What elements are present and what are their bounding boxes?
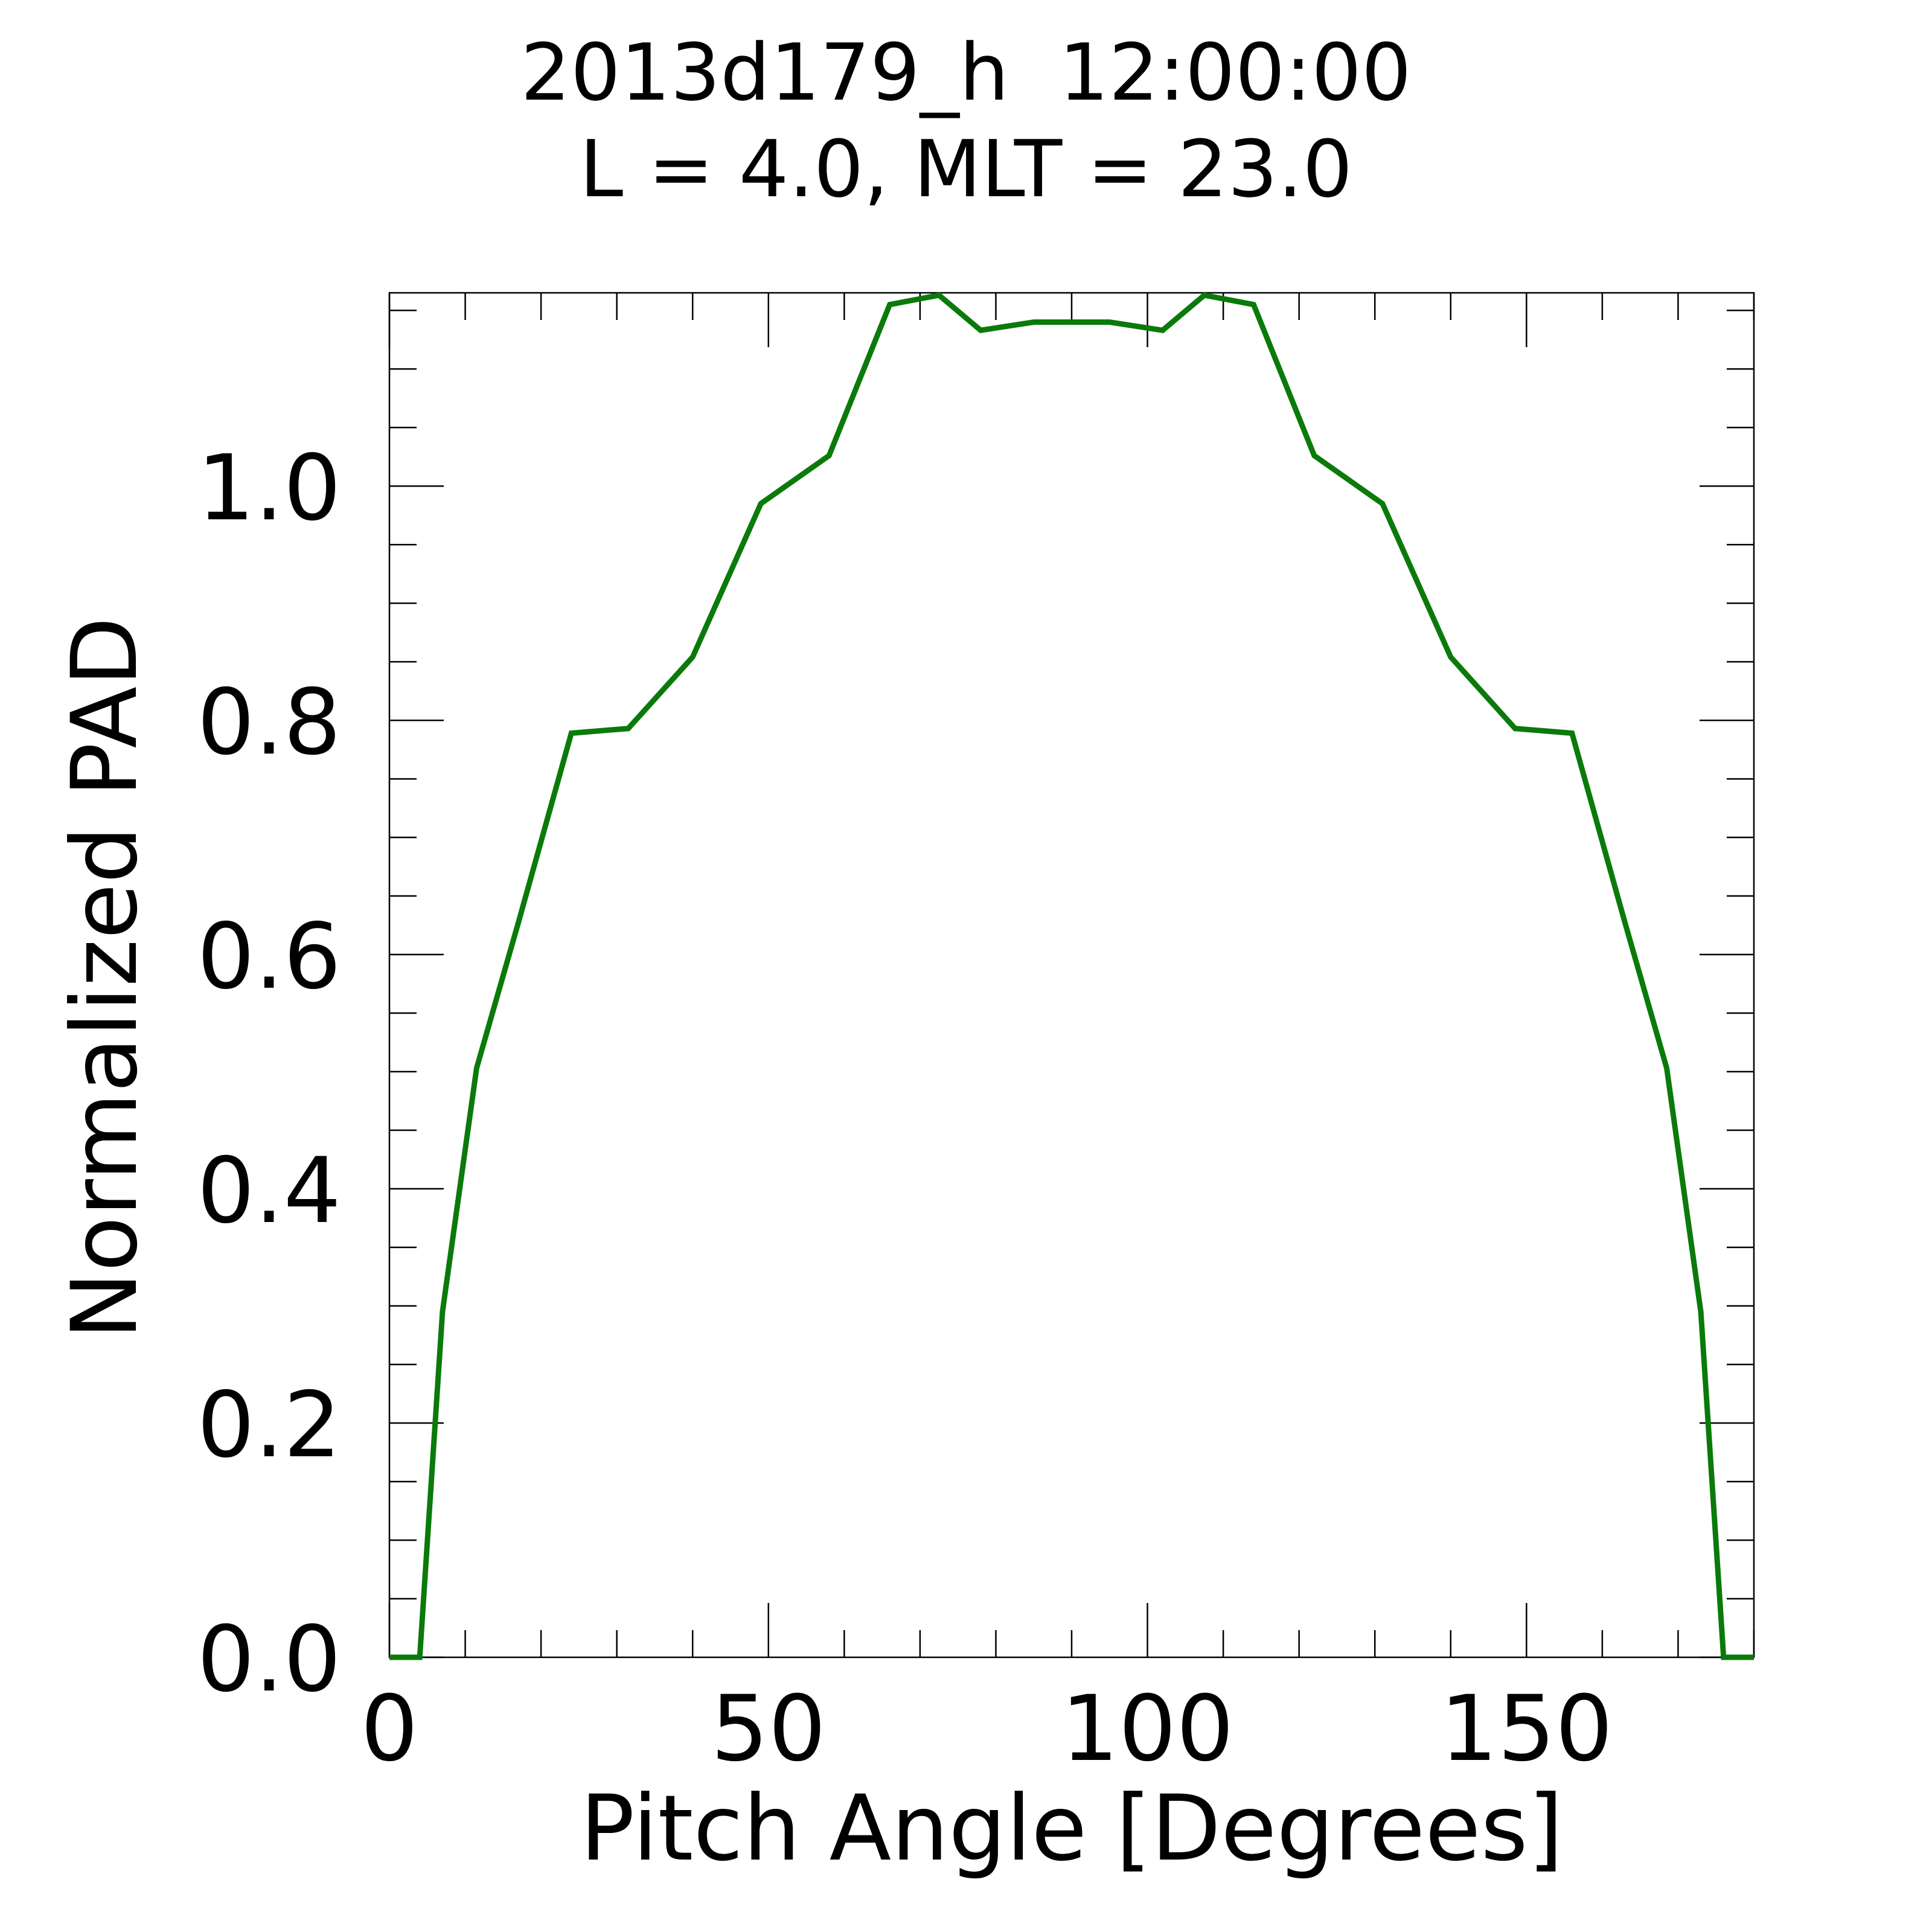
y-tick-label: 0.8 <box>197 670 341 775</box>
y-axis-label: Normalized PAD <box>53 616 158 1339</box>
data-series <box>389 292 1754 1660</box>
plot-border <box>388 292 1755 1659</box>
y-tick-label: 0.4 <box>197 1139 341 1244</box>
series-line <box>389 292 1754 1660</box>
x-tick-label: 100 <box>1061 1677 1233 1782</box>
x-axis-label: Pitch Angle [Degrees] <box>580 1776 1564 1881</box>
x-tick-label: 50 <box>711 1677 826 1782</box>
axis-ticks <box>388 293 1755 1659</box>
y-tick-label: 1.0 <box>197 436 341 541</box>
chart-title-block: 2013d179_h 12:00:00 L = 4.0, MLT = 23.0 <box>0 24 1932 217</box>
plot-frame <box>388 292 1755 1659</box>
y-tick-label: 0.6 <box>197 904 341 1009</box>
chart-title: 2013d179_h 12:00:00 <box>520 27 1412 118</box>
y-tick-label: 0.2 <box>197 1373 341 1478</box>
y-tick-label: 0.0 <box>197 1607 341 1712</box>
x-tick-label: 0 <box>360 1677 418 1782</box>
x-tick-label: 150 <box>1440 1677 1613 1782</box>
axis-tick-labels: 0 50 100 150 0.0 0.2 0.4 0.6 0.8 1.0 <box>197 436 1613 1782</box>
chart-subtitle: L = 4.0, MLT = 23.0 <box>579 123 1353 215</box>
